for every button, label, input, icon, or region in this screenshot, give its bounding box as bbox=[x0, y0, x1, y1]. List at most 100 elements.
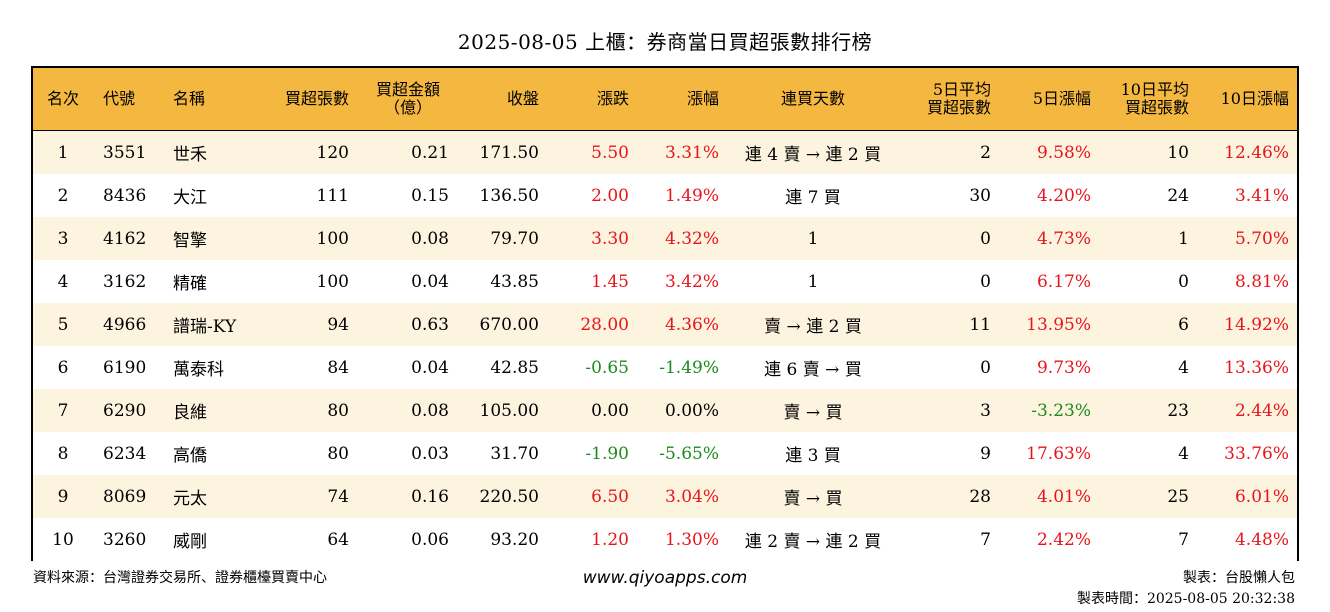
table-row: 10 3260 威剛 64 0.06 93.20 1.20 1.30% 連 2 賣 → 連 2 … bbox=[33, 518, 1297, 561]
cell-rank: 7 bbox=[57, 400, 69, 421]
cell-avg10: 1 bbox=[1178, 228, 1189, 249]
table-header: 名次 代號 名稱 買超張數 買超金額 （億） 收盤 漲跌 漲幅 連買天數 5日平… bbox=[33, 68, 1297, 131]
table-row: 1 3551 世禾 120 0.21 171.50 5.50 3.31% 連 4 賣 → 連 2… bbox=[33, 131, 1297, 174]
cell-pct10: 4.48% bbox=[1234, 529, 1289, 550]
cell-code: 3551 bbox=[103, 142, 147, 163]
cell-close: 220.50 bbox=[479, 486, 539, 507]
cell-pct10: 33.76% bbox=[1224, 443, 1289, 464]
cell-name: 萬泰科 bbox=[173, 360, 224, 380]
cell-name: 良維 bbox=[173, 403, 207, 423]
cell-change: 1.20 bbox=[591, 529, 629, 550]
cell-buy-lots: 100 bbox=[316, 228, 349, 249]
cell-close: 93.20 bbox=[490, 529, 539, 550]
cell-buy-amt: 0.21 bbox=[411, 142, 449, 163]
cell-name: 譜瑞-KY bbox=[173, 317, 237, 337]
header-buy-amount: 買超金額 （億） bbox=[363, 68, 453, 130]
cell-buy-amt: 0.04 bbox=[411, 271, 449, 292]
cell-code: 8436 bbox=[103, 185, 147, 206]
cell-days: 1 bbox=[807, 228, 819, 249]
cell-avg10: 24 bbox=[1167, 185, 1189, 206]
header-avg10: 10日平均 買超張數 bbox=[1103, 68, 1189, 130]
cell-buy-amt: 0.04 bbox=[411, 357, 449, 378]
header-buy-amount-line1: 買超金額 bbox=[375, 80, 440, 99]
table-row: 9 8069 元太 74 0.16 220.50 6.50 3.04% 賣 → 買 28 4.01%… bbox=[33, 475, 1297, 518]
cell-days: 連 2 賣 → 連 2 買 bbox=[744, 532, 882, 552]
cell-change-pct: 3.31% bbox=[664, 142, 719, 163]
cell-avg5: 0 bbox=[980, 271, 991, 292]
cell-avg10: 0 bbox=[1178, 271, 1189, 292]
cell-change-pct: 0.00% bbox=[664, 400, 719, 421]
header-pct5: 5日漲幅 bbox=[1032, 89, 1091, 108]
cell-days: 1 bbox=[807, 271, 819, 292]
cell-code: 8069 bbox=[103, 486, 147, 507]
cell-change-pct: 1.30% bbox=[664, 529, 719, 550]
generated-time: 製表時間：2025-08-05 20:32:38 bbox=[1076, 591, 1295, 607]
cell-buy-amt: 0.03 bbox=[411, 443, 449, 464]
cell-avg10: 4 bbox=[1178, 357, 1189, 378]
cell-days: 賣 → 連 2 買 bbox=[764, 317, 862, 337]
cell-buy-amt: 0.15 bbox=[411, 185, 449, 206]
cell-name: 世禾 bbox=[173, 145, 207, 165]
cell-rank: 1 bbox=[57, 142, 69, 163]
cell-rank: 8 bbox=[57, 443, 69, 464]
cell-pct10: 14.92% bbox=[1224, 314, 1289, 335]
table-row: 3 4162 智擎 100 0.08 79.70 3.30 4.32% 1 0 4.73% 1 5.70… bbox=[33, 217, 1297, 260]
cell-buy-lots: 64 bbox=[327, 529, 349, 550]
cell-pct10: 5.70% bbox=[1234, 228, 1289, 249]
cell-avg5: 2 bbox=[980, 142, 991, 163]
header-rank: 名次 bbox=[46, 89, 79, 108]
cell-code: 3162 bbox=[103, 271, 147, 292]
cell-pct10: 8.81% bbox=[1234, 271, 1289, 292]
ranking-table: 名次 代號 名稱 買超張數 買超金額 （億） 收盤 漲跌 漲幅 連買天數 5日平… bbox=[31, 66, 1299, 561]
cell-rank: 10 bbox=[52, 529, 74, 550]
cell-buy-amt: 0.08 bbox=[411, 400, 449, 421]
cell-pct5: 13.95% bbox=[1026, 314, 1091, 335]
cell-code: 4966 bbox=[103, 314, 147, 335]
cell-avg10: 10 bbox=[1167, 142, 1189, 163]
header-code: 代號 bbox=[103, 89, 136, 108]
cell-avg5: 7 bbox=[980, 529, 991, 550]
cell-days: 連 7 買 bbox=[785, 188, 841, 208]
cell-close: 171.50 bbox=[479, 142, 539, 163]
cell-close: 670.00 bbox=[479, 314, 539, 335]
cell-change-pct: -1.49% bbox=[659, 357, 719, 378]
cell-avg10: 4 bbox=[1178, 443, 1189, 464]
cell-code: 3260 bbox=[103, 529, 147, 550]
cell-pct10: 12.46% bbox=[1224, 142, 1289, 163]
cell-pct10: 13.36% bbox=[1224, 357, 1289, 378]
cell-pct5: 4.20% bbox=[1036, 185, 1091, 206]
table-row: 7 6290 良維 80 0.08 105.00 0.00 0.00% 賣 → 買 3 -3.23%… bbox=[33, 389, 1297, 432]
cell-rank: 2 bbox=[57, 185, 69, 206]
cell-close: 43.85 bbox=[490, 271, 539, 292]
cell-code: 6190 bbox=[103, 357, 147, 378]
cell-rank: 4 bbox=[57, 271, 69, 292]
cell-name: 威剛 bbox=[173, 532, 207, 552]
cell-pct5: 9.58% bbox=[1036, 142, 1091, 163]
cell-avg10: 23 bbox=[1167, 400, 1189, 421]
cell-days: 連 3 買 bbox=[785, 446, 841, 466]
header-avg5-line1: 5日平均 bbox=[932, 80, 991, 99]
data-source: 資料來源：台灣證券交易所、證券櫃檯買賣中心 bbox=[33, 570, 327, 586]
author: 製表：台股懶人包 bbox=[1183, 570, 1295, 586]
cell-avg5: 0 bbox=[980, 228, 991, 249]
cell-pct10: 6.01% bbox=[1234, 486, 1289, 507]
header-buy-lots: 買超張數 bbox=[284, 89, 349, 108]
cell-buy-amt: 0.16 bbox=[411, 486, 449, 507]
table-row: 5 4966 譜瑞-KY 94 0.63 670.00 28.00 4.36% 賣 → 連 2 … bbox=[33, 303, 1297, 346]
cell-avg5: 30 bbox=[969, 185, 991, 206]
cell-name: 元太 bbox=[173, 489, 207, 509]
cell-pct5: 6.17% bbox=[1036, 271, 1091, 292]
table-row: 2 8436 大江 111 0.15 136.50 2.00 1.49% 連 7 買 30 4.20… bbox=[33, 174, 1297, 217]
cell-buy-lots: 111 bbox=[316, 185, 349, 206]
header-close: 收盤 bbox=[506, 89, 539, 108]
cell-close: 136.50 bbox=[479, 185, 539, 206]
cell-buy-amt: 0.08 bbox=[411, 228, 449, 249]
cell-change: 5.50 bbox=[591, 142, 629, 163]
header-change-pct: 漲幅 bbox=[686, 89, 719, 108]
table-row: 6 6190 萬泰科 84 0.04 42.85 -0.65 -1.49% 連 6 賣 → 買 0… bbox=[33, 346, 1297, 389]
cell-pct5: 2.42% bbox=[1036, 529, 1091, 550]
cell-avg10: 7 bbox=[1178, 529, 1189, 550]
cell-rank: 3 bbox=[57, 228, 69, 249]
cell-close: 105.00 bbox=[479, 400, 539, 421]
header-avg10-line2: 買超張數 bbox=[1124, 98, 1189, 117]
